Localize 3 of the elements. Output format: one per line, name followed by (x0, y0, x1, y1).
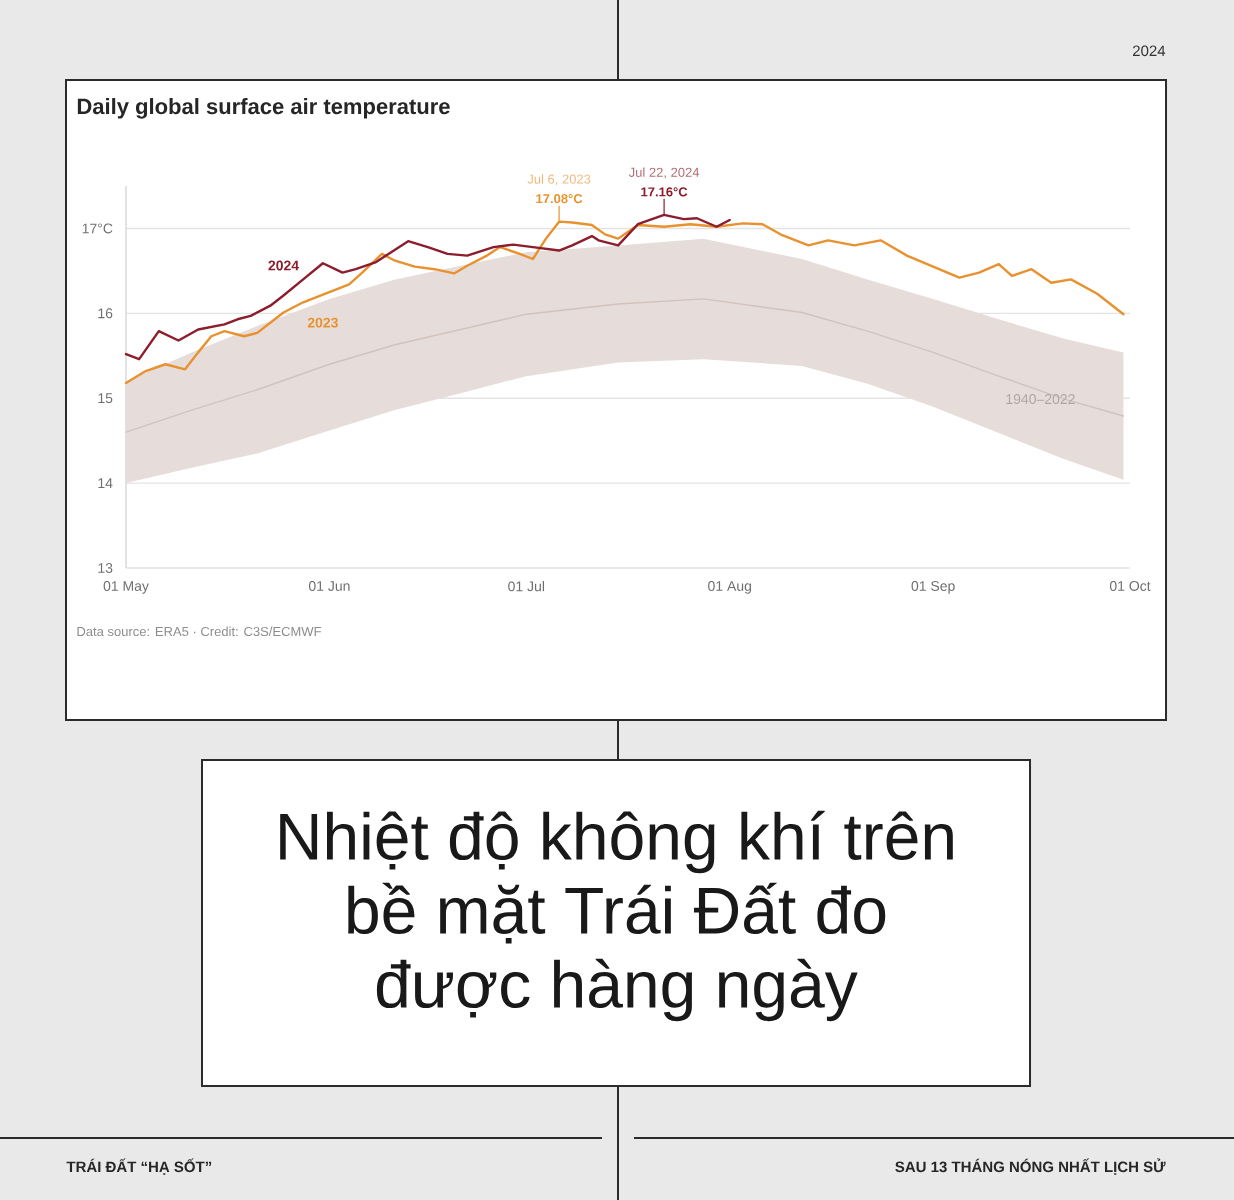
text: Nhiệt độ không khí trên bề mặt Trái Đất đo được hàng ngày (280, 810, 953, 1022)
chart-title: Daily global surface air temperature (77, 98, 450, 119)
line-series (125, 298, 1125, 433)
